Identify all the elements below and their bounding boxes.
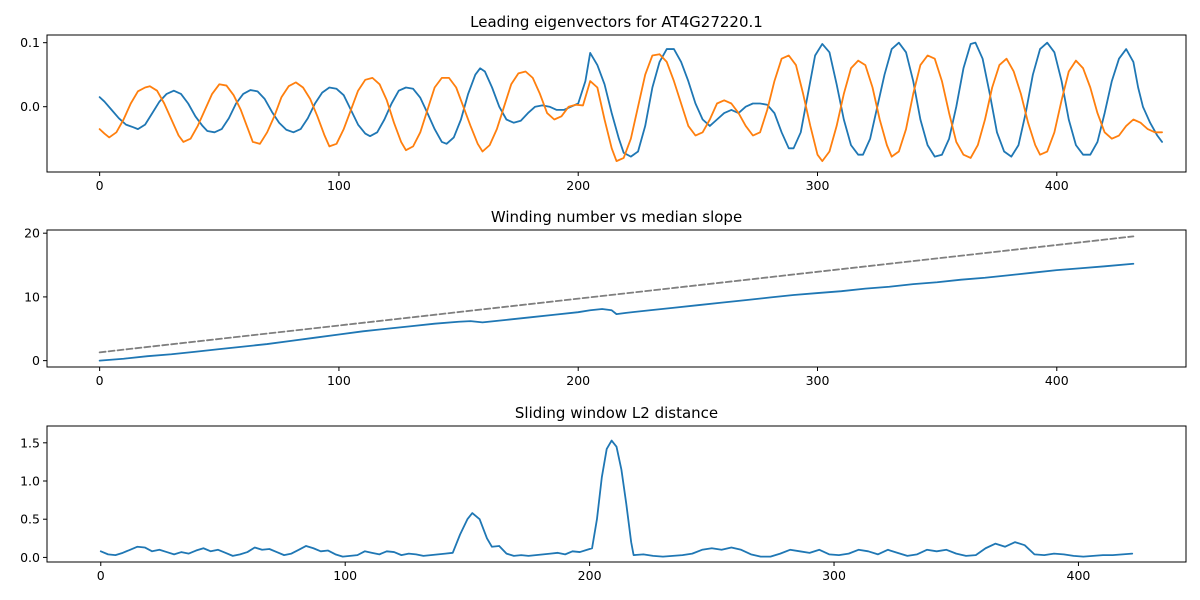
x-tick-label: 300 (806, 373, 830, 388)
x-tick-label: 100 (327, 373, 351, 388)
x-tick-label: 0 (96, 373, 104, 388)
y-tick-label: 0.1 (20, 35, 40, 50)
series-line-2 (98, 53, 1163, 163)
x-tick-label: 400 (1045, 178, 1069, 193)
subplot-1: 0 100 200 300 400 0.0 0.1 Leading eigenvectors … (20, 13, 1187, 193)
x-tick-label: 200 (566, 373, 590, 388)
x-tick-label: 0 (96, 178, 104, 193)
y-tick-label: 0.0 (20, 99, 40, 114)
y-tick-label: 20 (24, 226, 40, 241)
x-tick-label: 400 (1045, 373, 1069, 388)
x-tick-label: 300 (822, 568, 846, 583)
x-tick-label: 100 (327, 178, 351, 193)
chart-title: Sliding window L2 distance (515, 404, 718, 422)
x-tick-label: 200 (578, 568, 602, 583)
x-tick-label: 400 (1067, 568, 1091, 583)
plot-frame (46, 229, 1187, 368)
x-tick-label: 300 (806, 178, 830, 193)
x-tick-label: 0 (97, 568, 105, 583)
y-tick-label: 10 (24, 289, 40, 304)
y-tick-label: 0.5 (20, 512, 40, 527)
y-tick-label: 1.5 (20, 435, 40, 450)
chart-title: Winding number vs median slope (491, 208, 742, 226)
series-line-1 (98, 41, 1163, 158)
x-tick-label: 100 (333, 568, 357, 583)
y-tick-label: 0 (32, 353, 40, 368)
series-line-1 (98, 235, 1135, 354)
y-tick-label: 0.0 (20, 550, 40, 565)
plot-frame (46, 425, 1187, 563)
subplot-3: 0 100 200 300 400 0.0 0.5 1.0 1.5 Sliding window … (20, 404, 1187, 583)
x-tick-label: 200 (566, 178, 590, 193)
subplot-2: 0 100 200 300 400 0 10 20 Winding number vs medi… (24, 208, 1187, 388)
plot-frame (46, 34, 1187, 173)
chart-title: Leading eigenvectors for AT4G27220.1 (470, 13, 763, 31)
series-line-1 (99, 439, 1134, 558)
series-line-2 (98, 262, 1135, 362)
y-tick-label: 1.0 (20, 474, 40, 489)
